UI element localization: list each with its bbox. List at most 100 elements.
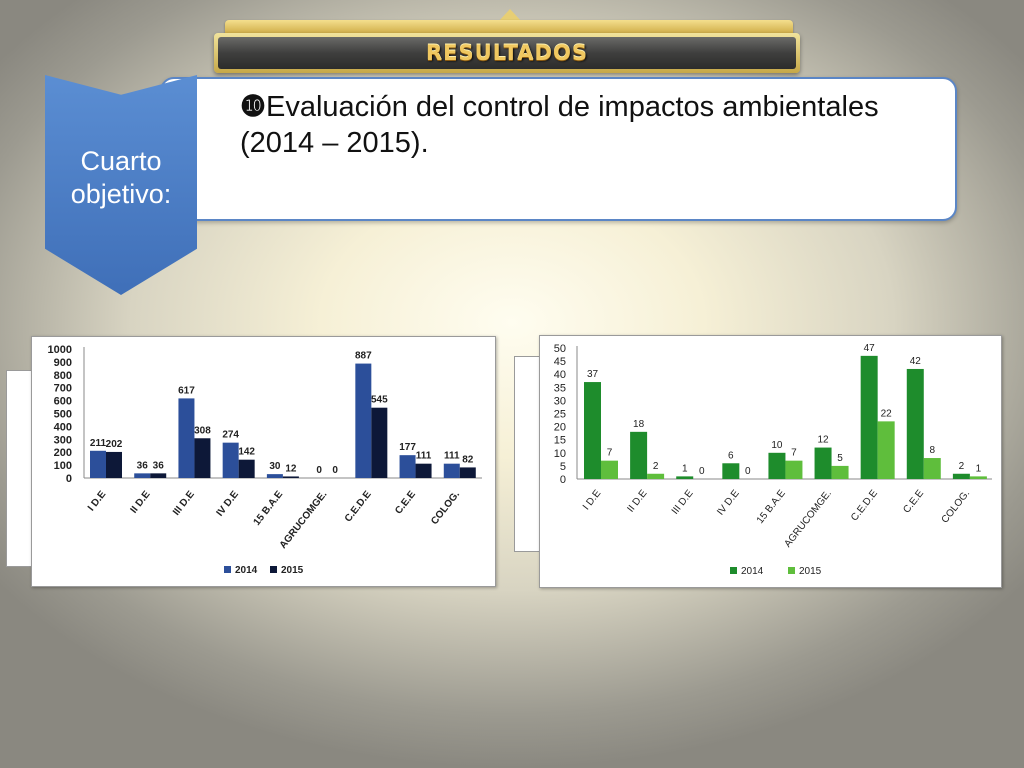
chart1-bar-2015: [194, 438, 211, 478]
chart1-data-label: 142: [238, 447, 255, 458]
page-title: RESULTADOS: [426, 41, 588, 65]
chart1-bar-2015: [282, 476, 299, 478]
chart1-data-label: 202: [106, 439, 123, 450]
chart2-data-label: 47: [864, 343, 876, 354]
chart2-category-label: II D.E: [625, 488, 649, 515]
chart1-category-label: C.E.E: [393, 489, 418, 517]
chart2-ytick-label: 40: [554, 369, 566, 381]
chart2-data-label: 42: [910, 356, 922, 367]
chart2-category-label: I D.E: [581, 488, 604, 513]
chart1-data-label: 308: [194, 425, 211, 436]
chart2-legend-swatch-2015: [788, 567, 795, 574]
chart1-bar-2014: [266, 474, 283, 478]
chart1-bar-2014: [90, 450, 106, 478]
chart1-data-label: 177: [399, 442, 416, 453]
chart1-bar-2015: [459, 467, 476, 478]
chart1-category-label: AGRUCOMGE.: [278, 489, 330, 551]
chart1-ytick-label: 600: [54, 396, 72, 408]
chart2-panel: 0 5 10 15 20 25 30 35 40 45 50 37 7 I D.E 18 2 II D.E 1 0 I…: [520, 335, 1002, 588]
chart1-data-label: 0: [316, 465, 322, 476]
chart1-ytick-label: 400: [54, 421, 72, 433]
chart2-data-label: 0: [699, 466, 705, 477]
chart2-category-label: AGRUCOMGE.: [782, 488, 833, 550]
chart2-ytick-label: 50: [554, 343, 566, 355]
chart2-bar-2015: [877, 421, 895, 479]
objective-box: ❿Evaluación del control de impactos ambi…: [160, 77, 957, 221]
chart1-data-label: 36: [153, 460, 165, 471]
chart1-data-label: 617: [178, 385, 195, 396]
chart1-data-label: 36: [137, 460, 149, 471]
chart1-ytick-label: 800: [54, 370, 72, 382]
chart1-data-label: 211: [90, 438, 107, 449]
chart1-ytick-label: 300: [54, 434, 72, 446]
chart2-legend-swatch-2014: [730, 567, 737, 574]
chart2-data-label: 10: [771, 440, 783, 451]
chart2-bar-2014: [768, 452, 786, 479]
chart1-ytick-label: 100: [54, 460, 72, 472]
chart1-legend-swatch-2015: [270, 566, 277, 573]
chart2-category-label: IV D.E: [715, 488, 742, 518]
chart2-ytick-label: 15: [554, 435, 566, 447]
chart1-category-label: II D.E: [129, 489, 153, 516]
chart1-category-label: C.E.D.E: [343, 489, 374, 524]
chart2-bar-2015: [785, 460, 803, 479]
chart1-data-label: 111: [416, 451, 432, 462]
chart1-ytick-label: 700: [54, 383, 72, 395]
chart2-category-label: C.E.E: [901, 488, 926, 516]
chart2-bar-2014: [952, 473, 970, 479]
chart2-bar-2015: [831, 465, 849, 479]
chart1-data-label: 887: [355, 351, 372, 362]
chart2-bar-2014: [906, 368, 924, 479]
chart2-bar-2014: [860, 355, 878, 479]
chart1-bar-2015: [415, 463, 432, 478]
chart1-ytick-label: 200: [54, 447, 72, 459]
chart1-category-label: I D.E: [86, 489, 109, 514]
chart1-bar-2015: [238, 459, 255, 478]
chart1-data-label: 12: [285, 463, 297, 474]
chart1-panel: 0 100 200 300 400 500 600 700 800 900 1000 211 202 I …: [12, 336, 496, 587]
chart1-data-label: 111: [444, 451, 460, 462]
chart2-bar-2015: [969, 476, 987, 479]
chart1-bar-2014: [222, 442, 239, 478]
chart2-data-label: 6: [728, 450, 734, 461]
chart1-bar-2014: [355, 363, 372, 478]
chart1-category-label: IV D.E: [215, 489, 242, 519]
chart2-ytick-label: 45: [554, 356, 566, 368]
chart2-data-label: 12: [817, 435, 829, 446]
chart2-bar-2014: [814, 447, 832, 479]
chart1-ytick-label: 1000: [48, 344, 72, 356]
objective-label: Cuarto objetivo:: [71, 145, 172, 211]
chart1-category-label: COLOG.: [429, 489, 462, 527]
chart2-bar-2015: [923, 458, 941, 479]
chart2-category-label: C.E.D.E: [849, 488, 880, 523]
chart2-data-label: 2: [653, 461, 659, 472]
chart2-bar-2015: [601, 460, 618, 479]
header-banner-plate: RESULTADOS: [218, 37, 796, 69]
chart1-bar-2014: [443, 463, 460, 478]
chart1-legend-swatch-2014: [224, 566, 231, 573]
objective-chevron: Cuarto objetivo:: [45, 75, 197, 295]
number-ten-bullet-icon: ❿: [240, 91, 266, 123]
chart2-data-label: 7: [791, 448, 797, 459]
objective-label-line2: objetivo:: [70, 179, 172, 209]
chart1-bar-2015: [150, 473, 167, 478]
chart2-category-label: 15 B.A.E: [755, 488, 788, 526]
chart2-data-label: 22: [881, 408, 893, 419]
chart2-data-label: 1: [682, 463, 688, 474]
chart2-data-label: 8: [929, 445, 935, 456]
chart2-ytick-label: 0: [560, 474, 566, 486]
chart2-ytick-label: 35: [554, 382, 566, 394]
chart1-bar-2014: [134, 473, 151, 478]
chart1-ytick-label: 0: [66, 473, 72, 485]
chart1-data-label: 82: [462, 454, 474, 465]
chart2-data-label: 18: [633, 419, 645, 430]
chart2-legend-label: 2015: [799, 566, 822, 577]
chart2-category-label: III D.E: [670, 488, 696, 517]
chart2-ytick-label: 10: [554, 448, 566, 460]
objective-description: Evaluación del control de impactos ambie…: [240, 91, 879, 159]
objective-label-line1: Cuarto: [80, 146, 162, 176]
chart2-data-label: 0: [745, 466, 751, 477]
chart2-data-label: 5: [837, 453, 843, 464]
